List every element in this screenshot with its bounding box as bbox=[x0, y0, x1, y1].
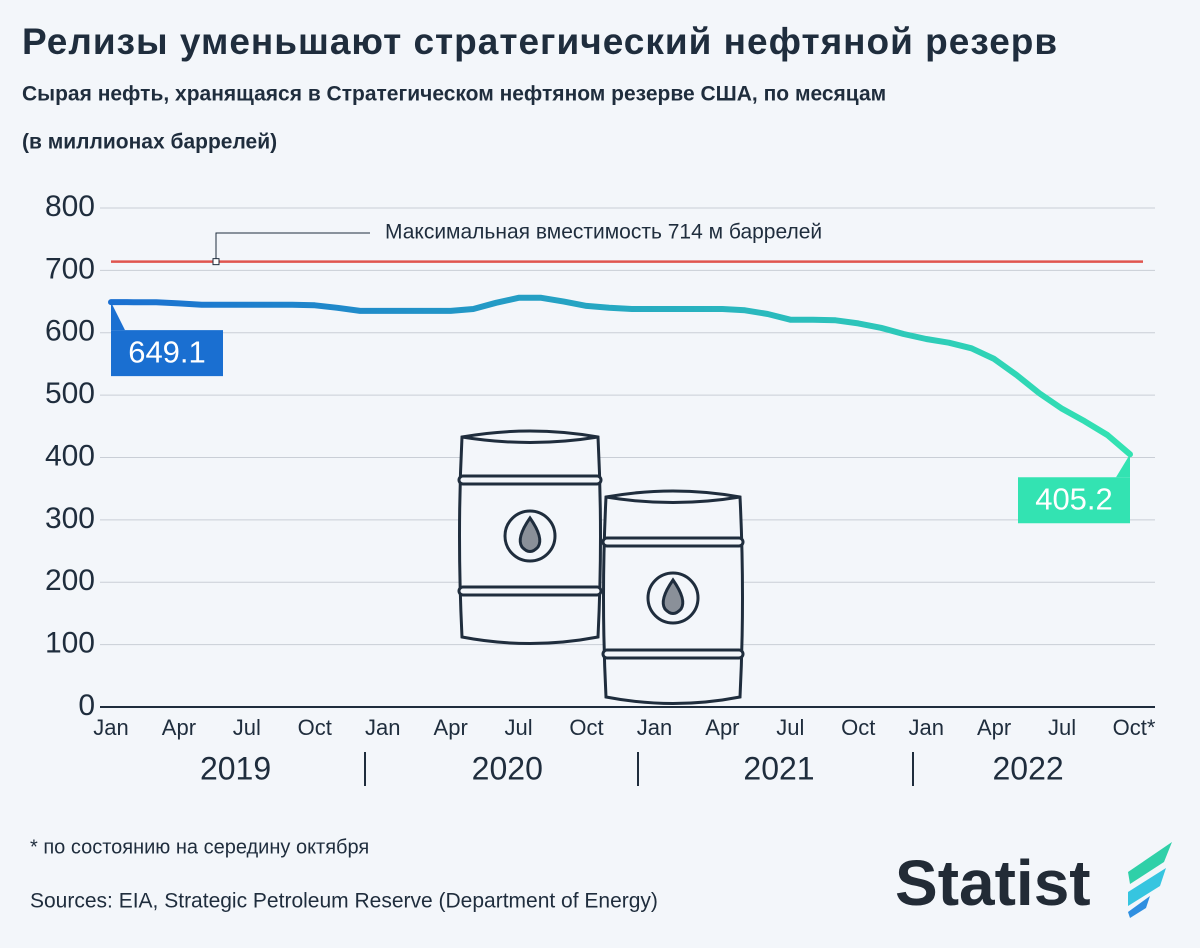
x-tick-label: Jan bbox=[908, 715, 943, 740]
x-tick-label: Jul bbox=[1048, 715, 1076, 740]
source: Sources: EIA, Strategic Petroleum Reserv… bbox=[30, 890, 658, 913]
x-tick-label: Oct* bbox=[1113, 715, 1156, 740]
year-label: 2019 bbox=[200, 750, 271, 786]
x-tick-label: Oct bbox=[841, 715, 875, 740]
x-tick-label: Oct bbox=[298, 715, 332, 740]
chart-title: Релизы уменьшают стратегический нефтяной… bbox=[22, 21, 1058, 62]
x-tick-label: Apr bbox=[162, 715, 196, 740]
brand-icon bbox=[1128, 842, 1172, 918]
barrel-illustration bbox=[457, 429, 745, 705]
y-tick-label: 800 bbox=[45, 190, 95, 223]
x-tick-label: Jul bbox=[776, 715, 804, 740]
value-label: 405.2 bbox=[1035, 481, 1113, 516]
year-label: 2022 bbox=[993, 750, 1064, 786]
x-tick-label: Jul bbox=[505, 715, 533, 740]
unit-note: (в миллионах баррелей) bbox=[22, 131, 277, 154]
y-tick-label: 600 bbox=[45, 315, 95, 348]
x-tick-label: Oct bbox=[569, 715, 603, 740]
y-tick-label: 400 bbox=[45, 439, 95, 472]
value-label-box bbox=[1018, 477, 1130, 524]
data-line bbox=[108, 294, 1133, 458]
annotation-marker bbox=[212, 258, 220, 266]
x-tick-label: Apr bbox=[705, 715, 739, 740]
year-separators bbox=[364, 752, 914, 786]
value-label-box bbox=[111, 330, 223, 377]
annotation-label: Максимальная вместимость 714 м баррелей bbox=[385, 221, 822, 244]
label-pointer bbox=[111, 302, 125, 331]
x-tick-label: Jan bbox=[637, 715, 672, 740]
y-tick-label: 200 bbox=[45, 564, 95, 597]
x-tick-label: Apr bbox=[977, 715, 1011, 740]
brand-logo: Statist bbox=[895, 847, 1091, 919]
y-tick-label: 300 bbox=[45, 502, 95, 535]
y-tick-label: 100 bbox=[45, 627, 95, 660]
y-tick-label: 700 bbox=[45, 252, 95, 285]
footnote: * по состоянию на середину октября bbox=[30, 836, 369, 858]
annotation-leader bbox=[215, 232, 370, 262]
x-tick-label: Jan bbox=[93, 715, 128, 740]
chart-subtitle: Сырая нефть, хранящаяся в Стратегическом… bbox=[22, 83, 886, 106]
y-tick-label: 500 bbox=[45, 377, 95, 410]
x-tick-label: Apr bbox=[434, 715, 468, 740]
label-pointer bbox=[1116, 454, 1130, 478]
year-label: 2021 bbox=[743, 750, 814, 786]
x-tick-label: Jul bbox=[233, 715, 261, 740]
y-tick-label: 0 bbox=[78, 689, 95, 722]
x-tick-label: Jan bbox=[365, 715, 400, 740]
value-label: 649.1 bbox=[128, 334, 206, 369]
year-label: 2020 bbox=[472, 750, 543, 786]
